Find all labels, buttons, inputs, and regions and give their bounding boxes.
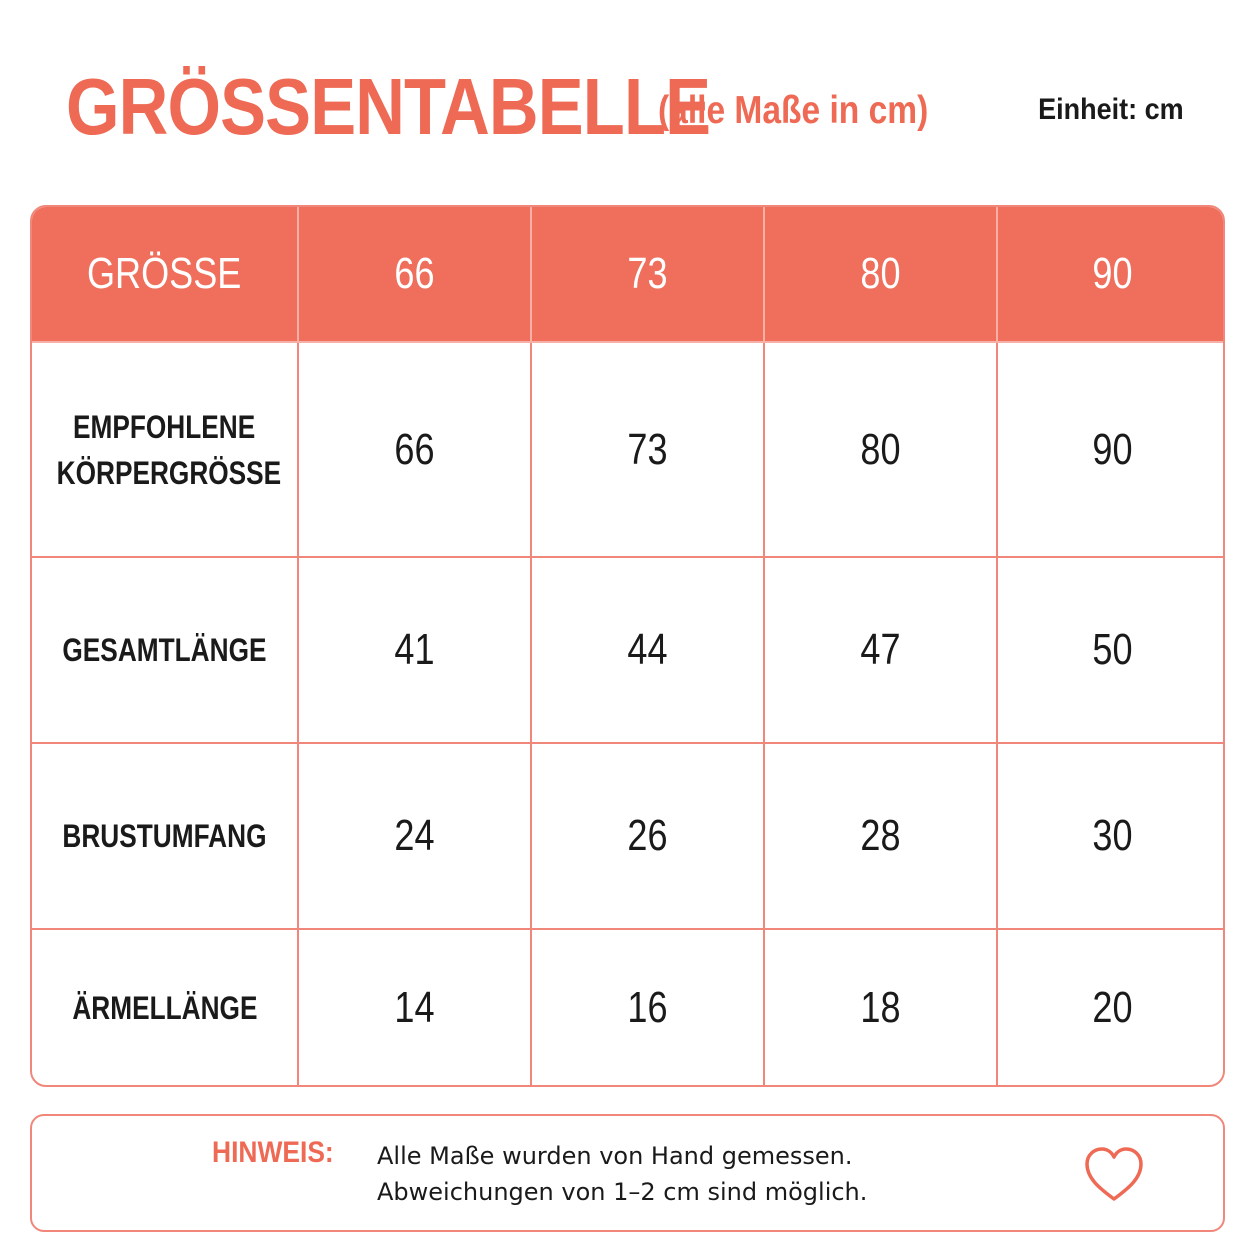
unit-label: Einheit: cm [1038,93,1184,126]
row-label-cell: BRUSTUMFANG [32,742,299,930]
size-table: GRÖSSE 66 73 80 90 EMPFOHLENE KÖRPERGRÖS… [32,207,1223,1085]
table-cell: 50 [996,556,1223,744]
table-cell: 47 [763,556,998,744]
table-cell: 16 [530,928,765,1085]
table-cell: 73 [530,341,765,558]
table-row: ÄRMELLÄNGE 14 16 18 20 [32,928,1223,1085]
table-cell: 20 [996,928,1223,1085]
table-cell: 41 [297,556,532,744]
table-row: GESAMTLÄNGE 41 44 47 50 [32,556,1223,744]
header-cell-size-label: GRÖSSE [32,207,299,343]
header-cell-size: 66 [297,207,532,343]
cell-value: 16 [627,983,668,1032]
page-title: GRÖSSENTABELLE [66,62,711,151]
note-box: HINWEIS: Alle Maße wurden von Hand gemes… [30,1114,1225,1232]
cell-value: 20 [1092,983,1133,1032]
cell-value: 26 [627,811,668,860]
cell-value: 44 [627,625,668,674]
cell-value: 24 [394,811,435,860]
cell-value: 47 [860,625,901,674]
row-label-line: BRUSTUMFANG [62,818,267,854]
cell-value: 28 [860,811,901,860]
row-label-cell: ÄRMELLÄNGE [32,928,299,1085]
note-text-line: Alle Maße wurden von Hand gemessen. [377,1142,853,1170]
cell-value: 41 [394,625,435,674]
cell-value: 50 [1092,625,1133,674]
header-cell-size: 73 [530,207,765,343]
note-label: HINWEIS: [212,1136,334,1169]
row-label-line: GESAMTLÄNGE [62,632,267,668]
table-cell: 80 [763,341,998,558]
cell-value: 90 [1092,424,1133,474]
table-cell: 24 [297,742,532,930]
page-subtitle: (alle Maße in cm) [658,89,929,132]
header-size: 90 [1092,249,1133,298]
cell-value: 14 [394,983,435,1032]
heart-icon [1085,1147,1143,1201]
header-size: 66 [394,249,435,298]
cell-value: 73 [627,424,668,474]
table-cell: 90 [996,341,1223,558]
table-cell: 28 [763,742,998,930]
table-header-row: GRÖSSE 66 73 80 90 [32,207,1223,343]
table-row: BRUSTUMFANG 24 26 28 30 [32,742,1223,930]
table-cell: 44 [530,556,765,744]
cell-value: 30 [1092,811,1133,860]
table-cell: 18 [763,928,998,1085]
row-label-line: KÖRPERGRÖSSE [56,454,282,491]
row-label-line: ÄRMELLÄNGE [71,990,258,1026]
size-table-container: GRÖSSE 66 73 80 90 EMPFOHLENE KÖRPERGRÖS… [30,205,1225,1087]
table-row: EMPFOHLENE KÖRPERGRÖSSE 66 73 80 90 [32,341,1223,558]
header-cell-size: 80 [763,207,998,343]
header-size: 80 [860,249,901,298]
table-cell: 14 [297,928,532,1085]
row-label-cell: EMPFOHLENE KÖRPERGRÖSSE [32,341,299,558]
table-cell: 26 [530,742,765,930]
row-label-cell: GESAMTLÄNGE [32,556,299,744]
cell-value: 66 [394,424,435,474]
table-cell: 66 [297,341,532,558]
cell-value: 80 [860,424,901,474]
cell-value: 18 [860,983,901,1032]
header-size: 73 [627,249,668,298]
header-label: GRÖSSE [87,249,242,298]
table-cell: 30 [996,742,1223,930]
note-text-line: Abweichungen von 1–2 cm sind möglich. [377,1178,868,1206]
row-label-line: EMPFOHLENE [73,408,256,445]
header-cell-size: 90 [996,207,1223,343]
